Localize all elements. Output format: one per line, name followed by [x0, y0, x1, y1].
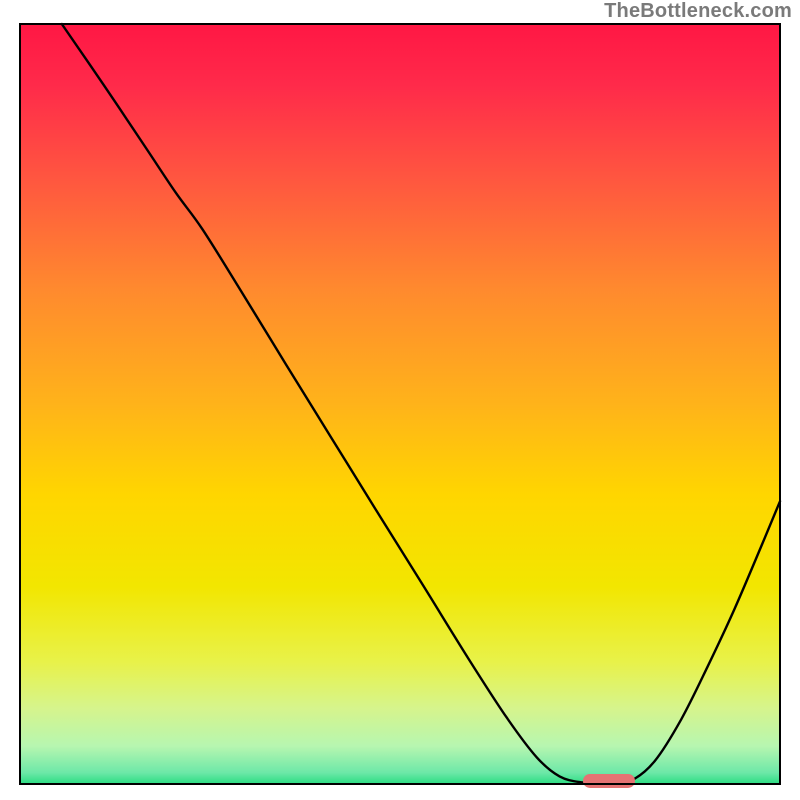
plot-background [20, 24, 780, 784]
bottleneck-curve-chart [0, 0, 800, 800]
watermark-text: TheBottleneck.com [604, 0, 792, 23]
chart-container: TheBottleneck.com [0, 0, 800, 800]
optimum-marker [583, 774, 635, 788]
